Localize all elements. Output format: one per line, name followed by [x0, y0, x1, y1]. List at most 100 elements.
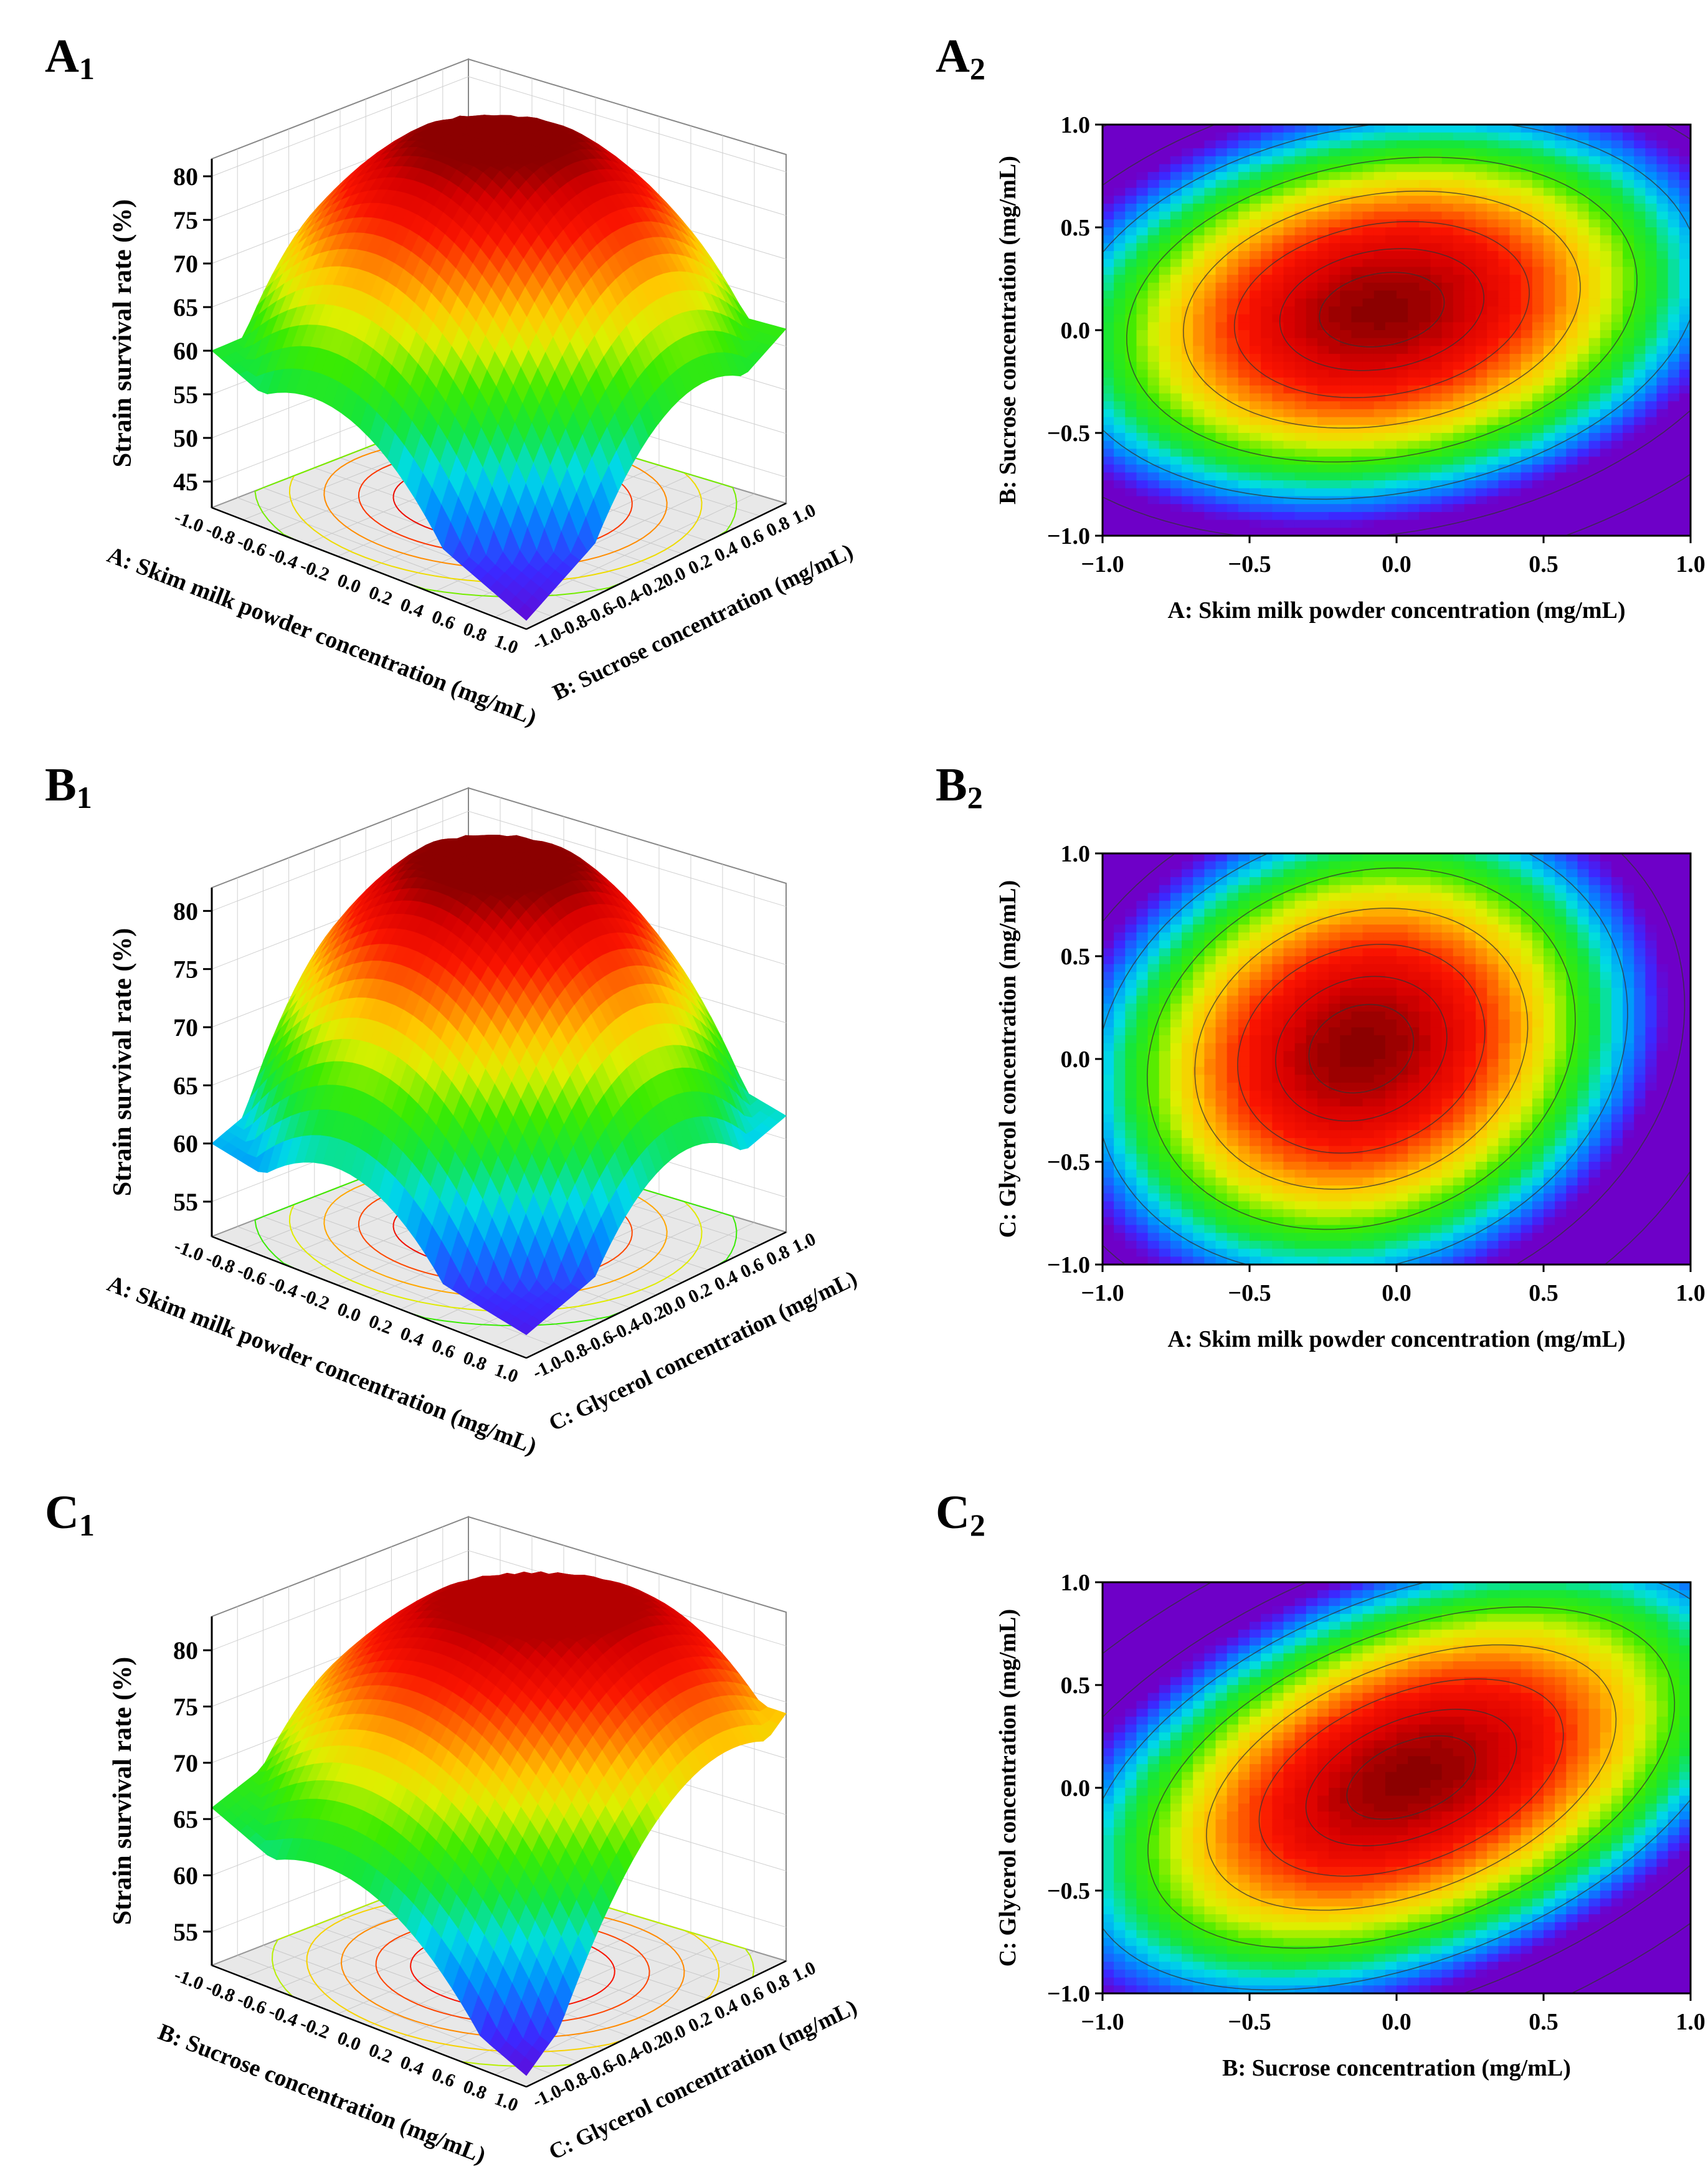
- y-tick-label: 0.8: [763, 1241, 793, 1270]
- x-tick-label: 0.8: [460, 1347, 490, 1375]
- x-tick-label: −1.0: [1081, 2009, 1124, 2035]
- contour-plot-c2: −1.0 −0.5 0.0 0.5 1.0 −1.0 −0.5 0.0 0.5 1.0 B: Suc…: [995, 1570, 1706, 2081]
- y-tick-label: −0.5: [1047, 420, 1090, 447]
- y-tick-label: 0.4: [711, 1266, 741, 1295]
- x-tick-label: −0.5: [1228, 2009, 1271, 2035]
- wall-grid: [211, 76, 469, 177]
- panel-label-a2: A2: [936, 30, 985, 86]
- x-tick-label: 1.0: [1676, 551, 1706, 577]
- contour-lines: [1103, 853, 1691, 1265]
- contour-line: [1308, 1004, 1415, 1094]
- y-tick-label: 0.0: [1061, 318, 1091, 344]
- x-tick-label: 1.0: [1676, 1280, 1706, 1306]
- x-axis-label: A: Skim milk powder concentration (mg/mL…: [1168, 1326, 1626, 1352]
- z-tick-label: 60: [173, 1130, 198, 1158]
- contour-field: [1103, 853, 1691, 1265]
- x-tick-label: 0.5: [1529, 1280, 1559, 1306]
- panel-label-b2: B2: [936, 759, 983, 815]
- contour-line: [1319, 272, 1445, 348]
- z-tick-label: 60: [173, 337, 198, 365]
- x-tick-label: -0.6: [234, 1989, 269, 2019]
- contour-lines: [1103, 125, 1691, 536]
- floor-contour-line: [254, 1142, 738, 1327]
- x-tick-label: 0.6: [429, 1335, 458, 1362]
- x-tick-label: -0.6: [234, 531, 269, 561]
- surface-plot-a1: 45 50 55 60 65 70 75 80 Strain survival rate (%)…: [103, 58, 857, 731]
- y-tick-label: 1.0: [789, 1228, 819, 1257]
- x-tick-label: 0.0: [1382, 2009, 1411, 2035]
- x-tick-label: 0.8: [460, 2076, 490, 2104]
- y-tick-label: 0.8: [763, 1970, 793, 1998]
- contour-line: [1346, 1735, 1476, 1820]
- contour-line: [1205, 1644, 1617, 1911]
- z-tick-label: 65: [173, 1071, 198, 1099]
- x-tick-label: -0.8: [203, 1248, 238, 1278]
- contour-line: [1147, 1606, 1676, 1949]
- x-tick-label: 1.0: [491, 1359, 521, 1387]
- y-tick-label: −1.0: [1047, 523, 1090, 549]
- x-tick-label: -0.2: [297, 2013, 332, 2043]
- contour-line: [1305, 1709, 1517, 1846]
- y-tick-label: −1.0: [1047, 1252, 1090, 1278]
- x-axis-line: [211, 1964, 527, 2088]
- contour-line: [1279, 248, 1485, 371]
- contour-field: [1103, 1582, 1691, 1994]
- x-tick-label: -0.8: [203, 519, 238, 549]
- x-tick-label: -0.2: [297, 1284, 332, 1314]
- x-tick-label: 0.8: [460, 619, 490, 646]
- surface-mesh: [211, 1571, 787, 2076]
- x-tick-label: 1.0: [1676, 2009, 1706, 2035]
- x-tick-label: 0.0: [334, 1299, 364, 1326]
- floor-contour-line: [254, 414, 738, 598]
- x-axis-label: B: Sucrose concentration (mg/mL): [1222, 2055, 1571, 2081]
- y-tick-label: 0.6: [737, 525, 767, 554]
- z-tick-label: 55: [173, 381, 198, 409]
- z-tick-label: 70: [173, 250, 198, 278]
- wall-grid: [468, 810, 787, 907]
- y-tick-label: 1.0: [789, 1957, 819, 1986]
- x-tick-label: 0.2: [366, 1311, 395, 1338]
- panel-label-b1: B1: [45, 759, 92, 815]
- y-tick-label: 1.0: [1061, 841, 1091, 867]
- x-tick-label: 0.2: [366, 2039, 395, 2067]
- floor-contour-line: [271, 1881, 755, 2067]
- surface-facet: [516, 2056, 534, 2076]
- z-tick-label: 70: [173, 1749, 198, 1777]
- x-tick-label: -1.0: [171, 1236, 206, 1266]
- wall-grid: [468, 76, 787, 173]
- x-tick-label: -0.6: [234, 1260, 269, 1290]
- y-axis-label: C: Glycerol concentration (mg/mL): [995, 1609, 1021, 1967]
- contour-line: [1126, 156, 1638, 463]
- z-axis-label: Strain survival rate (%): [108, 199, 137, 467]
- x-axis-line: [211, 506, 527, 630]
- x-tick-label: 0.0: [1382, 551, 1411, 577]
- contour-line: [1233, 221, 1530, 399]
- x-tick-label: 0.0: [334, 2028, 364, 2055]
- y-tick-label: 0.2: [685, 550, 715, 579]
- z-tick-label: 70: [173, 1014, 198, 1042]
- x-tick-label: -0.4: [266, 2001, 301, 2031]
- contour-field: [1103, 125, 1691, 536]
- contour-line: [1103, 125, 1691, 500]
- x-tick-label: 0.4: [397, 594, 427, 622]
- wall-grid: [211, 1550, 469, 1651]
- z-tick-label: 60: [173, 1861, 198, 1889]
- contour-plot-a2: −1.0 −0.5 0.0 0.5 1.0 −1.0 −0.5 0.0 0.5 1.0 A: Ski…: [995, 112, 1706, 624]
- surface-mesh: [211, 115, 787, 621]
- y-tick-label: −1.0: [1047, 1981, 1090, 2007]
- y-axis-line: [526, 502, 787, 630]
- contour-line: [1103, 853, 1628, 1265]
- x-tick-label: −0.5: [1228, 1280, 1271, 1306]
- x-axis-label: A: Skim milk powder concentration (mg/mL…: [1168, 597, 1626, 624]
- y-tick-label: −0.5: [1047, 1878, 1090, 1904]
- contour-line: [1182, 190, 1581, 429]
- x-tick-label: 0.0: [1382, 1280, 1411, 1306]
- y-tick-label: 1.0: [1061, 1570, 1091, 1596]
- panel-label-a1: A1: [45, 30, 95, 86]
- x-tick-label: -1.0: [171, 1965, 206, 1995]
- y-tick-label: 0.2: [685, 1279, 715, 1308]
- y-tick-label: 0.2: [685, 2008, 715, 2036]
- wall-grid: [211, 810, 469, 911]
- surface-plot-b1: 55 60 65 70 75 80 Strain survival rate (%) -1.0…: [103, 787, 861, 1460]
- y-axis-line: [526, 1960, 787, 2088]
